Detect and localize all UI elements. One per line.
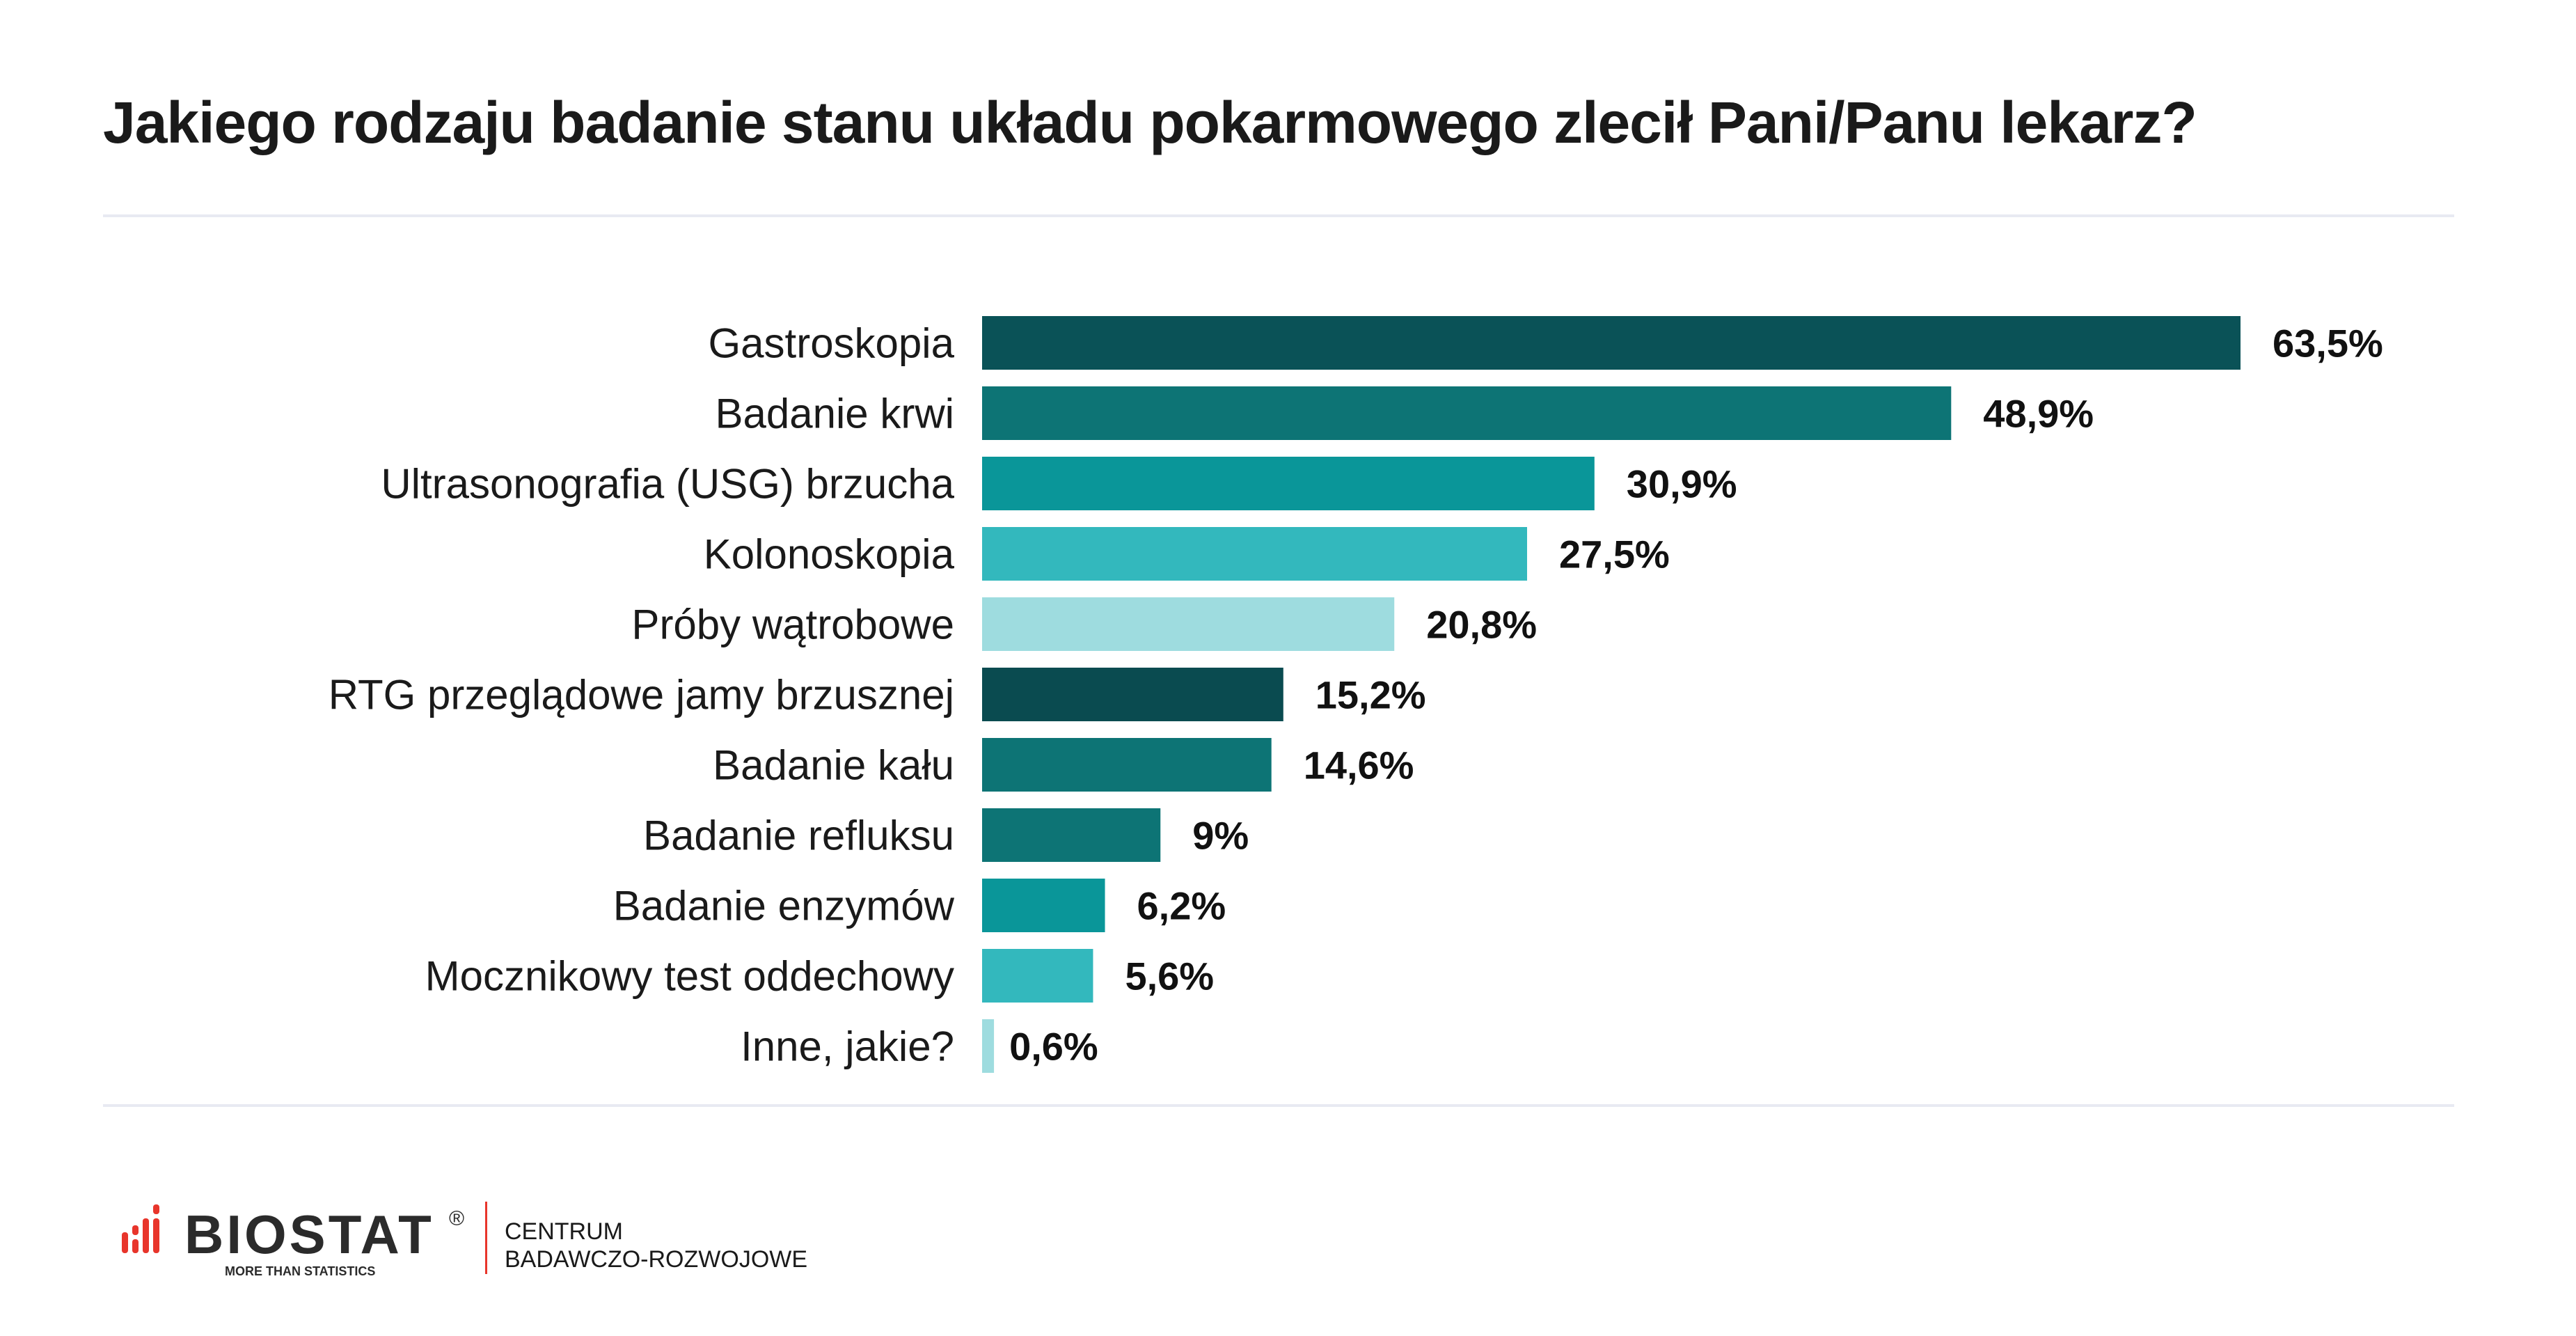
- logo-separator: [485, 1202, 487, 1274]
- value-label: 30,9%: [1627, 462, 1737, 506]
- category-label: Próby wątrobowe: [631, 602, 954, 648]
- bar: [982, 386, 1952, 440]
- bar: [982, 316, 2241, 370]
- category-label: Mocznikowy test oddechowy: [425, 953, 954, 1000]
- category-label: RTG przeglądowe jamy brzusznej: [329, 672, 954, 718]
- bottom-divider: [103, 1104, 2454, 1107]
- bar: [982, 527, 1527, 581]
- category-label: Kolonoskopia: [704, 531, 955, 578]
- bar: [982, 738, 1272, 792]
- value-label: 6,2%: [1137, 884, 1226, 928]
- category-label: Badanie krwi: [715, 391, 954, 437]
- category-label: Badanie enzymów: [613, 883, 955, 929]
- value-label: 63,5%: [2273, 322, 2383, 366]
- bar: [982, 1019, 995, 1073]
- logo-brand-text: BIOSTAT: [184, 1204, 434, 1265]
- bar: [982, 949, 1093, 1003]
- bar: [982, 457, 1595, 510]
- bar: [982, 808, 1161, 862]
- value-label: 9%: [1192, 814, 1249, 858]
- value-label: 15,2%: [1315, 673, 1426, 717]
- bar: [982, 879, 1105, 932]
- value-label: 20,8%: [1426, 603, 1537, 647]
- svg-text:®: ®: [449, 1207, 464, 1230]
- logo-bars-icon: [122, 1204, 159, 1253]
- value-label: 14,6%: [1304, 744, 1414, 787]
- category-label: Badanie refluksu: [643, 812, 954, 859]
- value-label: 27,5%: [1559, 533, 1670, 576]
- category-label: Ultrasonografia (USG) brzucha: [381, 461, 954, 508]
- bar: [982, 668, 1283, 721]
- bar: [982, 597, 1395, 651]
- chart-title: Jakiego rodzaju badanie stanu układu pok…: [103, 90, 2197, 155]
- value-label: 48,9%: [1983, 392, 2094, 436]
- value-label: 0,6%: [1009, 1025, 1098, 1069]
- top-divider: [103, 214, 2454, 217]
- biostat-logo: BIOSTAT ® MORE THAN STATISTICS CENTRUM B…: [122, 1202, 807, 1278]
- category-label: Gastroskopia: [709, 320, 955, 367]
- center-line1: CENTRUM: [505, 1218, 623, 1245]
- value-label: 5,6%: [1125, 954, 1214, 998]
- logo-tagline: MORE THAN STATISTICS: [225, 1264, 375, 1278]
- category-label: Inne, jakie?: [741, 1023, 954, 1070]
- center-line2: BADAWCZO-ROZWOJOWE: [505, 1246, 807, 1273]
- category-label: Badanie kału: [713, 742, 954, 789]
